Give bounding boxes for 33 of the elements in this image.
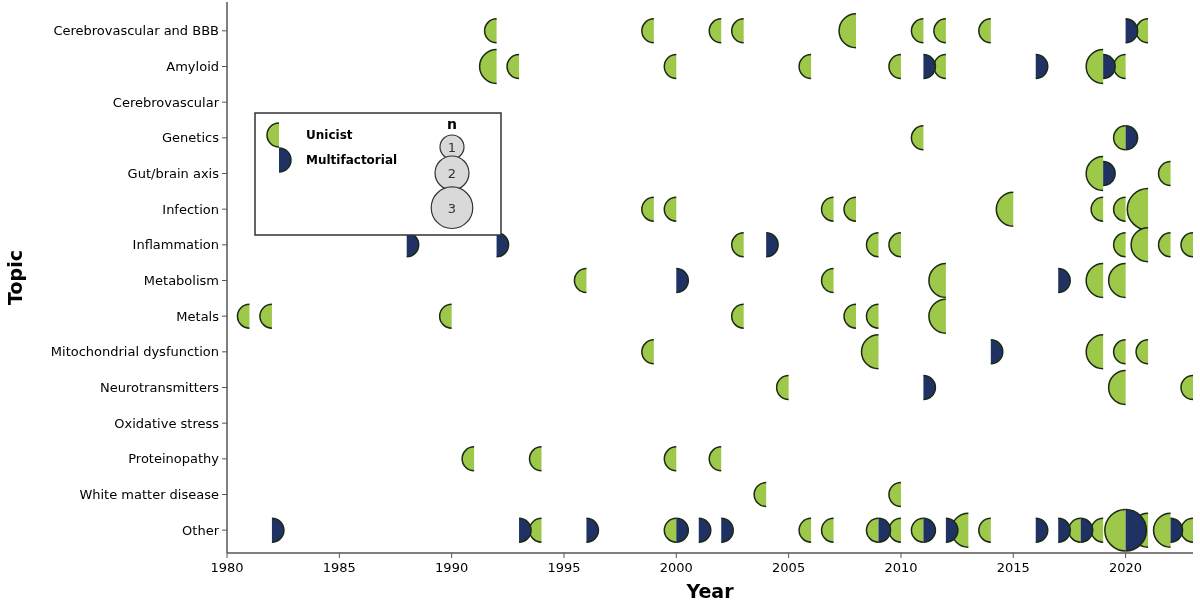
x-tick-label: 1980 [210, 560, 244, 575]
legend-label: Unicist [306, 128, 353, 142]
y-tick-label: Metals [176, 308, 220, 324]
x-tick-label: 2020 [1109, 560, 1143, 575]
x-axis-title: Year [685, 580, 735, 602]
y-tick-label: Infection [162, 201, 219, 217]
x-tick-label: 2015 [996, 560, 1030, 575]
y-tick-label: Proteinopathy [128, 451, 220, 467]
x-tick-label: 2005 [772, 560, 806, 575]
legend: Unicist Multifactorial n 1 2 3 [254, 112, 502, 236]
legend-label: Multifactorial [306, 153, 398, 167]
y-tick-label: Neurotransmitters [100, 380, 220, 395]
y-tick-label: Oxidative stress [114, 415, 220, 431]
y-axis-title: Topic [4, 250, 26, 305]
y-tick-label: Inflammation [132, 237, 219, 253]
x-tick-label: 2010 [884, 560, 918, 575]
legend-label: 2 [447, 165, 457, 181]
y-tick-label: Other [182, 522, 220, 538]
y-tick-label: White matter disease [79, 487, 219, 502]
y-tick-label: Genetics [162, 130, 220, 146]
y-tick-label: Mitochondrial dysfunction [50, 344, 219, 360]
y-tick-label: Gut/brain axis [127, 166, 220, 181]
x-tick-label: 2000 [659, 560, 693, 575]
y-tick-label: Cerebrovascular [112, 94, 220, 110]
x-tick-label: 1995 [547, 560, 581, 575]
legend-title: n [447, 116, 457, 132]
x-tick-label: 1985 [322, 560, 356, 575]
x-tick-label: 1990 [435, 560, 469, 575]
y-tick-label: Cerebrovascular and BBB [53, 23, 219, 39]
y-tick-label: Metabolism [143, 273, 219, 288]
y-tick-label: Amyloid [166, 59, 219, 74]
legend-label: 3 [447, 200, 457, 216]
legend-label: 1 [447, 140, 457, 155]
